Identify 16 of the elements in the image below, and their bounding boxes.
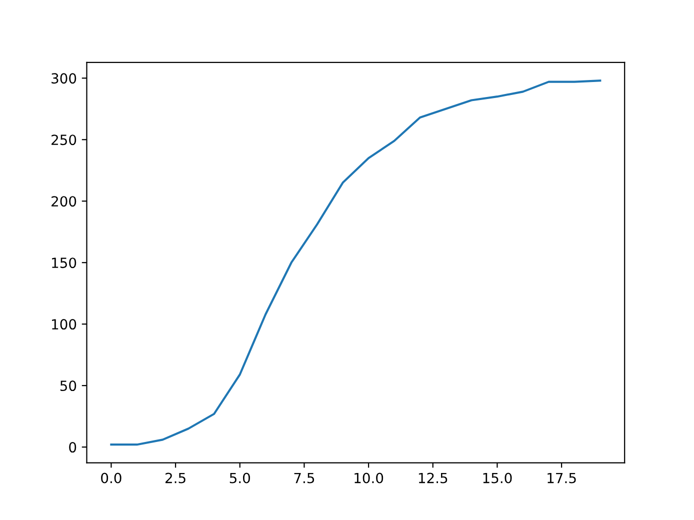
x-tick-label: 10.0 bbox=[354, 472, 384, 484]
y-tick-label: 300 bbox=[52, 73, 76, 84]
x-tick-label: 17.5 bbox=[548, 472, 576, 484]
y-tick-label: 150 bbox=[52, 258, 76, 268]
x-tick-label: 12.5 bbox=[418, 472, 448, 484]
y-tick-label: 250 bbox=[52, 134, 76, 146]
y-tick-label: 100 bbox=[52, 319, 76, 330]
line-series bbox=[110, 80, 602, 446]
x-tick-label: 5.0 bbox=[230, 472, 250, 484]
x-tick-label: 7.5 bbox=[294, 472, 314, 484]
y-tick-label: 0 bbox=[69, 442, 76, 453]
y-tick-label: 50 bbox=[60, 380, 76, 392]
x-tick-label: 0.0 bbox=[101, 472, 122, 484]
y-tick-label: 200 bbox=[52, 196, 76, 207]
x-tick-label: 15.0 bbox=[483, 472, 512, 484]
x-tick-label: 2.5 bbox=[166, 472, 186, 484]
